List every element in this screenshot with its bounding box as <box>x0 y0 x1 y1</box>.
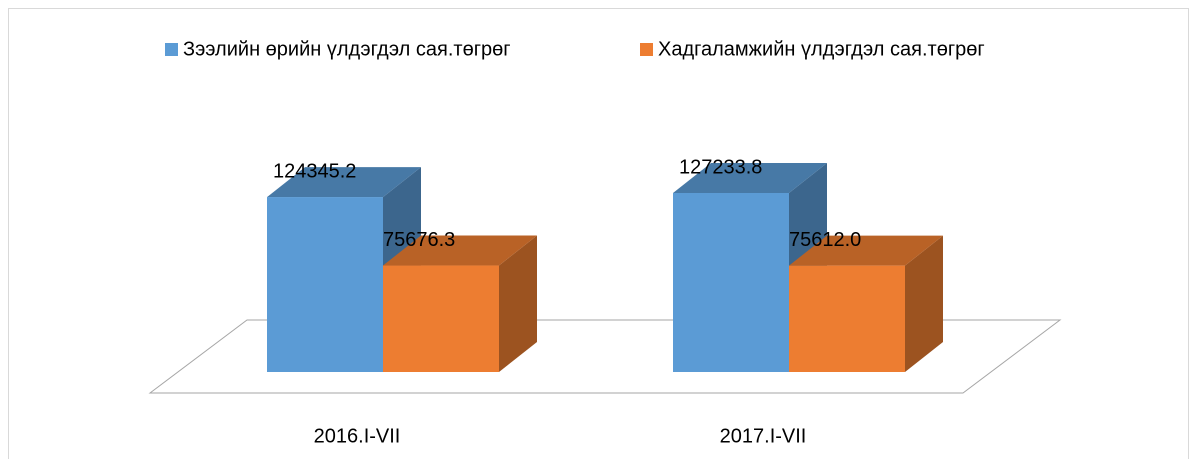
x-tick-label: 2016.I-VII <box>314 425 401 447</box>
legend-swatch <box>640 43 653 56</box>
bar-top <box>267 167 421 198</box>
legend-label: Зээлийн өрийн үлдэгдэл сая.төгрөг <box>183 38 511 60</box>
bar-top <box>383 235 537 266</box>
data-label: 75612.0 <box>789 229 861 251</box>
data-label: 127233.8 <box>679 156 762 178</box>
bar-side <box>905 235 943 372</box>
legend-label: Хадгаламжийн үлдэгдэл сая.төгрөг <box>658 38 985 60</box>
x-tick-label: 2017.I-VII <box>720 425 807 447</box>
data-label: 124345.2 <box>273 160 356 182</box>
bar <box>383 265 499 372</box>
bar-top <box>673 163 827 193</box>
bar <box>789 265 905 372</box>
bar-side <box>499 235 537 372</box>
bar <box>267 197 383 372</box>
data-label: 75676.3 <box>383 229 455 251</box>
bar-top <box>789 235 943 266</box>
bar <box>673 193 789 372</box>
legend-swatch <box>165 43 178 56</box>
